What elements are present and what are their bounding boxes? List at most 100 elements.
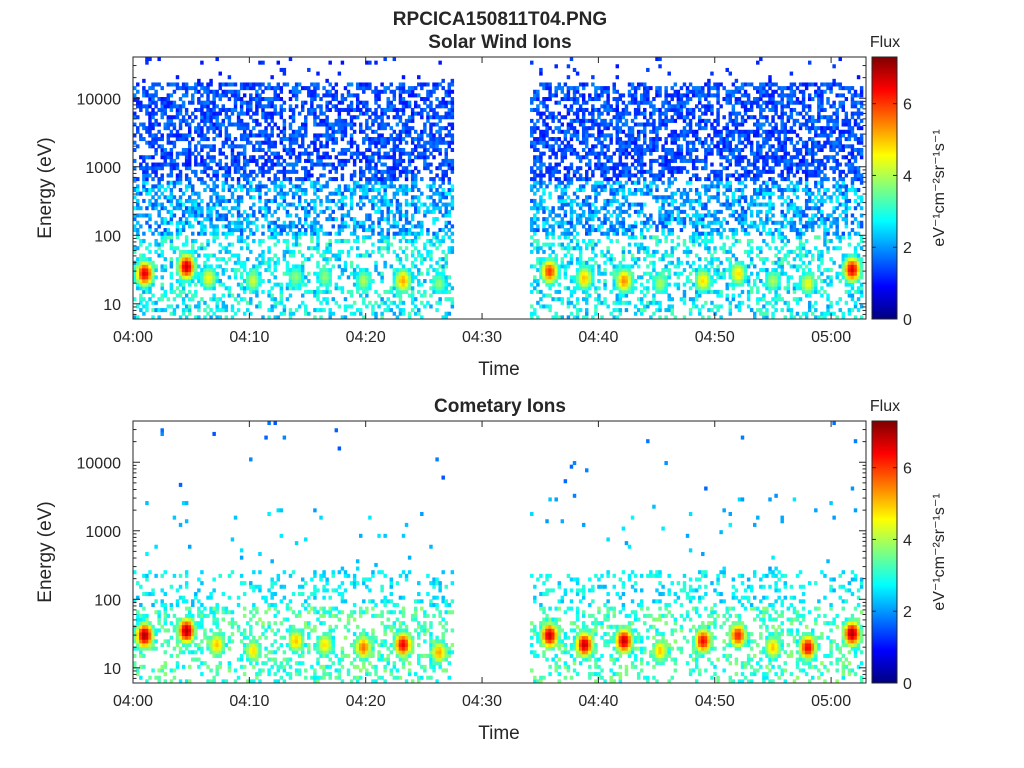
solar-wind-heatmap-cell	[539, 195, 543, 200]
solar-wind-heatmap-cell	[652, 253, 656, 258]
solar-wind-heatmap-cell	[643, 126, 647, 131]
solar-wind-heatmap-cell	[652, 220, 656, 225]
solar-wind-heatmap-cell	[261, 111, 265, 116]
solar-wind-heatmap-cell	[615, 275, 620, 280]
solar-wind-heatmap-cell	[639, 100, 644, 105]
solar-wind-heatmap-cell	[618, 209, 623, 214]
solar-wind-heatmap-cell	[267, 158, 271, 163]
solar-wind-heatmap-cell	[285, 286, 290, 291]
solar-wind-heatmap-cell	[325, 180, 329, 185]
solar-wind-heatmap-cell	[557, 162, 561, 167]
solar-wind-heatmap-cell	[652, 111, 656, 116]
solar-wind-heatmap-cell	[252, 231, 256, 236]
solar-wind-heatmap-cell	[649, 184, 653, 189]
solar-wind-heatmap-cell	[169, 93, 174, 98]
solar-wind-heatmap-cell	[652, 107, 656, 112]
solar-wind-heatmap-cell	[569, 133, 574, 138]
solar-wind-heatmap-cell	[432, 217, 436, 222]
solar-wind-heatmap-cell	[139, 238, 143, 243]
solar-wind-heatmap-cell	[365, 147, 369, 153]
solar-wind-heatmap-cell	[447, 249, 452, 254]
solar-wind-heatmap-cell	[221, 151, 226, 156]
solar-wind-heatmap-cell	[429, 209, 433, 214]
solar-wind-heatmap-cell	[615, 140, 620, 145]
solar-wind-heatmap-cell	[447, 89, 452, 94]
solar-wind-heatmap-cell	[340, 147, 345, 153]
solar-wind-heatmap-cell	[197, 275, 201, 280]
solar-wind-heatmap-cell	[649, 129, 653, 134]
solar-wind-heatmap-cell	[401, 151, 406, 156]
solar-wind-heatmap-cell	[365, 293, 369, 298]
solar-wind-heatmap-cell	[319, 111, 323, 116]
solar-wind-heatmap-cell	[536, 242, 540, 247]
solar-wind-heatmap-cell	[533, 173, 537, 178]
solar-wind-heatmap-cell	[300, 133, 305, 138]
solar-wind-heatmap-cell	[279, 97, 284, 102]
solar-wind-heatmap-cell	[591, 144, 595, 149]
solar-wind-heatmap-cell	[600, 173, 604, 178]
solar-wind-heatmap-cell	[594, 86, 598, 91]
solar-wind-heatmap-cell	[566, 228, 571, 233]
solar-wind-heatmap-cell	[447, 82, 452, 87]
solar-wind-heatmap-cell	[343, 308, 348, 313]
solar-wind-heatmap-cell	[163, 217, 167, 222]
solar-wind-heatmap-cell	[441, 158, 445, 163]
solar-wind-heatmap-cell	[175, 278, 180, 284]
solar-wind-heatmap-cell	[407, 275, 412, 280]
solar-wind-heatmap-cell	[337, 304, 342, 309]
solar-wind-heatmap-cell	[297, 304, 302, 309]
solar-wind-heatmap-cell	[380, 198, 384, 203]
solar-wind-heatmap-cell	[328, 191, 332, 196]
solar-wind-heatmap-cell	[572, 173, 577, 178]
solar-wind-heatmap-cell	[142, 257, 146, 262]
solar-wind-heatmap-cell	[160, 115, 164, 120]
solar-wind-heatmap-cell	[667, 228, 671, 233]
solar-wind-heatmap-cell	[310, 238, 314, 243]
solar-wind-heatmap-cell	[349, 133, 354, 138]
solar-wind-heatmap-cell	[652, 173, 656, 178]
solar-wind-heatmap-cell	[606, 166, 610, 171]
solar-wind-heatmap-cell	[392, 293, 397, 298]
solar-wind-heatmap-cell	[300, 268, 305, 273]
solar-wind-heatmap-cell	[395, 202, 400, 207]
solar-wind-heatmap-cell	[386, 209, 390, 214]
solar-wind-heatmap-cell	[664, 155, 668, 160]
solar-wind-heatmap-cell	[398, 118, 403, 123]
solar-wind-heatmap-cell	[355, 253, 360, 258]
solar-wind-heatmap-cell	[652, 144, 656, 149]
solar-wind-heatmap-cell	[389, 104, 393, 109]
solar-wind-heatmap-cell	[184, 315, 189, 320]
solar-wind-heatmap-cell	[197, 315, 201, 320]
solar-wind-heatmap-cell	[655, 224, 659, 229]
solar-wind-heatmap-cell	[643, 257, 647, 262]
solar-wind-heatmap-cell	[618, 140, 623, 145]
solar-wind-heatmap-cell	[621, 231, 626, 236]
solar-wind-heatmap-cell	[646, 217, 650, 222]
solar-wind-heatmap-cell	[307, 209, 311, 214]
solar-wind-heatmap-cell	[249, 297, 253, 302]
solar-wind-heatmap-cell	[191, 118, 195, 123]
solar-wind-heatmap-cell	[652, 286, 656, 291]
solar-wind-heatmap-cell	[276, 238, 280, 243]
solar-wind-heatmap-cell	[569, 278, 574, 284]
solar-wind-heatmap-cell	[294, 177, 299, 182]
solar-wind-heatmap-cell	[661, 224, 665, 229]
solar-wind-heatmap-cell	[264, 213, 268, 218]
solar-wind-heatmap-cell	[337, 253, 342, 258]
solar-wind-heatmap-cell	[206, 97, 210, 102]
solar-wind-heatmap-cell	[194, 198, 198, 203]
solar-wind-heatmap-cell	[560, 217, 565, 222]
solar-wind-heatmap-cell	[300, 253, 305, 258]
solar-wind-heatmap-cell	[410, 140, 415, 145]
solar-wind-heatmap-cell	[200, 129, 204, 134]
solar-wind-heatmap-cell	[450, 111, 455, 116]
solar-wind-heatmap-cell	[319, 173, 323, 178]
solar-wind-heatmap-cell	[169, 151, 174, 156]
solar-wind-heatmap-cell	[191, 260, 195, 265]
solar-wind-heatmap-cell	[383, 155, 387, 160]
solar-wind-heatmap-cell	[359, 293, 363, 298]
solar-wind-heatmap-cell	[252, 133, 256, 138]
solar-wind-heatmap-cell	[569, 260, 574, 265]
solar-wind-heatmap-cell	[139, 166, 143, 171]
solar-wind-heatmap-cell	[539, 202, 543, 207]
